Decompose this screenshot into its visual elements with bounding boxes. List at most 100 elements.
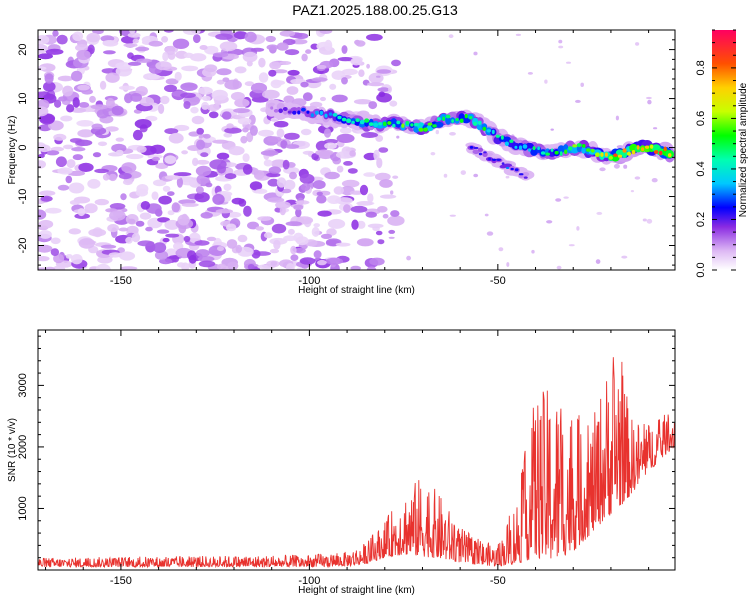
noise-blob <box>200 152 209 158</box>
noise-blob <box>268 166 282 174</box>
noise-blob <box>473 51 478 56</box>
noise-blob <box>181 202 199 207</box>
noise-blob <box>38 144 51 153</box>
noise-blob <box>379 194 397 199</box>
noise-blob <box>301 53 308 62</box>
noise-blob <box>279 61 292 65</box>
noise-blob <box>613 163 620 169</box>
ridge-mark <box>472 149 480 155</box>
noise-blob <box>443 173 448 178</box>
noise-blob <box>136 145 147 153</box>
ridge-mark <box>503 163 513 168</box>
noise-blob <box>406 255 411 261</box>
noise-blob <box>68 228 82 235</box>
noise-blob <box>115 149 124 156</box>
ridge-mark <box>540 151 546 155</box>
colorbar-tick-label: 0.0 <box>695 262 707 277</box>
noise-blob <box>324 139 339 144</box>
noise-blob <box>203 133 211 139</box>
noise-blob <box>109 210 126 221</box>
noise-blob <box>105 126 119 132</box>
noise-blob <box>448 34 454 39</box>
noise-blob <box>198 86 213 95</box>
noise-blob <box>257 216 272 222</box>
noise-blob <box>43 81 56 92</box>
noise-blob <box>88 228 107 237</box>
noise-blob <box>247 264 255 270</box>
noise-blob <box>235 244 242 253</box>
ridge-mark <box>568 146 573 151</box>
noise-blob <box>376 69 392 74</box>
noise-blob <box>316 64 327 70</box>
noise-blob <box>199 45 208 50</box>
noise-blob <box>244 31 257 43</box>
noise-blob <box>165 78 179 85</box>
noise-blob <box>295 200 310 205</box>
noise-blob <box>378 147 389 153</box>
noise-blob <box>183 235 191 243</box>
noise-blob <box>162 185 171 192</box>
noise-blob <box>135 220 145 227</box>
colorbar-tick-label: 0.6 <box>695 111 707 126</box>
noise-blob <box>653 127 658 130</box>
ridge-mark <box>445 116 451 125</box>
noise-blob <box>77 208 86 217</box>
noise-blob <box>376 157 383 169</box>
noise-blob <box>376 75 381 78</box>
noise-blob <box>249 181 263 191</box>
noise-blob <box>52 30 59 37</box>
noise-blob <box>180 82 198 91</box>
noise-blob <box>202 95 211 102</box>
noise-blob <box>78 162 94 172</box>
noise-blob <box>224 79 242 90</box>
noise-blob <box>258 129 274 137</box>
ridge-mark <box>554 150 559 155</box>
ridge-mark <box>564 149 568 155</box>
noise-blob <box>108 173 117 182</box>
colorbar-axis: 0.0 0.2 0.4 0.6 0.8 <box>695 29 736 278</box>
ridge-mark <box>496 158 501 161</box>
noise-blob <box>250 47 265 52</box>
ridge-mark <box>276 102 285 111</box>
ridge-mark <box>306 110 310 114</box>
noise-blob <box>258 57 266 68</box>
noise-blob <box>121 162 137 174</box>
noise-blob <box>324 171 340 180</box>
noise-blob <box>435 129 439 135</box>
noise-blob <box>77 84 90 91</box>
noise-blob <box>99 80 107 90</box>
ridge-mark <box>622 148 627 153</box>
noise-blob <box>265 35 276 43</box>
noise-blob <box>634 176 641 180</box>
noise-blob <box>237 234 248 243</box>
noise-blob <box>271 223 287 234</box>
noise-blob <box>45 207 62 214</box>
noise-blob <box>515 33 522 37</box>
noise-blob <box>311 226 320 237</box>
noise-blob <box>311 77 328 82</box>
noise-blob <box>208 245 226 256</box>
ridge-mark <box>486 129 492 133</box>
noise-blob <box>135 46 150 52</box>
noise-blob <box>242 164 253 175</box>
noise-blob <box>102 173 110 181</box>
noise-blob <box>212 139 229 144</box>
noise-blob <box>375 134 384 142</box>
ridge-mark <box>427 122 433 126</box>
noise-blob <box>211 89 228 101</box>
noise-blob <box>255 188 268 194</box>
noise-blob <box>327 195 341 205</box>
noise-blob <box>623 164 628 169</box>
noise-blob <box>356 220 366 229</box>
noise-blob <box>152 179 167 187</box>
noise-blob <box>192 157 199 167</box>
noise-blob <box>190 53 207 62</box>
spectrogram-xtick-label: -50 <box>490 275 506 287</box>
noise-blob <box>390 210 400 217</box>
noise-blob <box>215 209 233 214</box>
ridge-mark <box>442 116 445 121</box>
ridge-mark <box>405 120 410 126</box>
ridge-mark <box>351 120 355 124</box>
noise-blob <box>38 209 47 220</box>
